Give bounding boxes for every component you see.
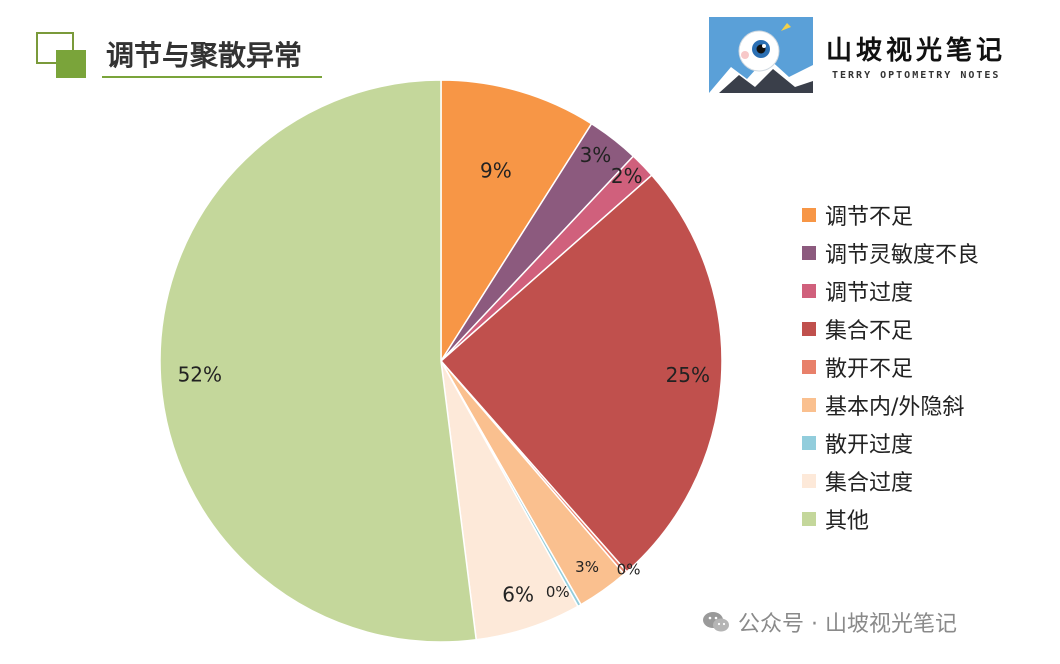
legend-item: 散开过度 — [802, 424, 979, 462]
legend-label: 集合过度 — [825, 471, 914, 496]
legend-item: 调节过度 — [802, 272, 979, 310]
data-label-2: 3% — [580, 143, 612, 167]
data-label-5: 0% — [617, 561, 641, 579]
legend-swatch — [802, 360, 816, 374]
legend-item: 散开不足 — [802, 348, 979, 386]
legend-item: 调节灵敏度不良 — [802, 234, 979, 272]
legend-label: 集合不足 — [825, 319, 914, 344]
legend-item: 调节不足 — [802, 196, 979, 234]
legend-swatch — [802, 512, 816, 526]
logo-subtitle: TERRY OPTOMETRY NOTES — [832, 70, 1001, 81]
title-deco-outline-square — [36, 32, 74, 64]
data-label-6: 3% — [575, 558, 599, 576]
legend-item: 基本内/外隐斜 — [802, 386, 979, 424]
legend-label: 其他 — [825, 509, 870, 534]
wechat-icon — [703, 612, 729, 632]
legend-label: 散开不足 — [825, 357, 914, 382]
pie-slice-4 — [439, 174, 723, 573]
data-label-4: 25% — [666, 363, 710, 387]
title-decoration — [36, 32, 86, 78]
legend-item: 集合过度 — [802, 462, 979, 500]
legend-label: 散开过度 — [825, 433, 914, 458]
data-label-1: 9% — [480, 159, 512, 183]
watermark: 公众号 · 山坡视光笔记 — [702, 606, 957, 638]
legend-swatch — [802, 246, 816, 260]
legend-swatch — [802, 398, 816, 412]
legend-swatch — [802, 436, 816, 450]
legend-swatch — [802, 322, 816, 336]
pie-slice-9 — [159, 79, 478, 643]
logo-name: 山坡视光笔记 — [826, 36, 1007, 66]
data-label-7: 0% — [546, 583, 570, 601]
legend-label: 调节灵敏度不良 — [825, 243, 980, 268]
title-underline — [102, 76, 322, 78]
legend-swatch — [802, 474, 816, 488]
legend-swatch — [802, 284, 816, 298]
chart-legend: 调节不足调节灵敏度不良 调节过度集合不足散开不足基本内/外隐斜 散开过度集合过度其他 — [802, 196, 979, 538]
legend-label: 调节不足 — [825, 205, 914, 230]
data-label-8: 6% — [502, 582, 534, 606]
title-deco-filled-square — [56, 50, 86, 78]
watermark-text: 公众号 · 山坡视光笔记 — [738, 612, 957, 637]
legend-label: 调节过度 — [825, 281, 914, 306]
page-title: 调节与聚散异常 — [106, 39, 303, 72]
legend-swatch — [802, 208, 816, 222]
logo-image — [709, 17, 813, 93]
data-label-9: 52% — [178, 363, 222, 387]
legend-item: 集合不足 — [802, 310, 979, 348]
data-label-3: 2% — [611, 164, 643, 188]
pie-slice-1 — [440, 79, 593, 364]
legend-label: 基本内/外隐斜 — [825, 395, 965, 420]
eyeball-mascot-icon — [709, 17, 813, 93]
legend-item: 其他 — [802, 500, 979, 538]
